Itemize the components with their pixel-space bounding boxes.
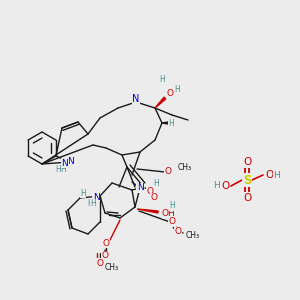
Text: CH₃: CH₃ — [186, 230, 200, 239]
Text: H: H — [60, 164, 66, 173]
Text: O: O — [175, 227, 182, 236]
Text: H: H — [55, 166, 61, 175]
Text: O: O — [101, 251, 109, 260]
Text: N: N — [136, 184, 143, 193]
Polygon shape — [155, 97, 166, 108]
Text: O: O — [265, 170, 273, 180]
Text: O: O — [167, 89, 173, 98]
Text: O: O — [103, 238, 110, 247]
Text: O: O — [243, 193, 251, 203]
Text: N: N — [132, 94, 140, 104]
Text: O: O — [243, 157, 251, 167]
Text: OH: OH — [162, 209, 176, 218]
Text: O: O — [169, 218, 176, 226]
Text: H: H — [174, 85, 180, 94]
Polygon shape — [162, 122, 168, 124]
Text: O: O — [164, 167, 172, 176]
Text: S: S — [243, 173, 251, 187]
Text: H: H — [80, 188, 86, 197]
Text: N: N — [93, 193, 99, 202]
Text: H: H — [274, 170, 280, 179]
Text: N: N — [61, 158, 68, 167]
Text: N: N — [67, 158, 73, 166]
Text: CH₃: CH₃ — [105, 262, 119, 272]
Text: CH₃: CH₃ — [178, 164, 192, 172]
Text: H: H — [87, 200, 93, 208]
Text: O: O — [151, 194, 158, 202]
Text: H: H — [169, 202, 175, 211]
Text: O: O — [221, 181, 229, 191]
Text: H: H — [214, 182, 220, 190]
Polygon shape — [137, 209, 158, 213]
Text: O: O — [146, 187, 154, 196]
Text: H: H — [168, 118, 174, 127]
Text: O: O — [97, 259, 104, 268]
Text: H: H — [159, 76, 165, 85]
Text: H: H — [90, 200, 96, 208]
Text: H: H — [153, 178, 159, 188]
